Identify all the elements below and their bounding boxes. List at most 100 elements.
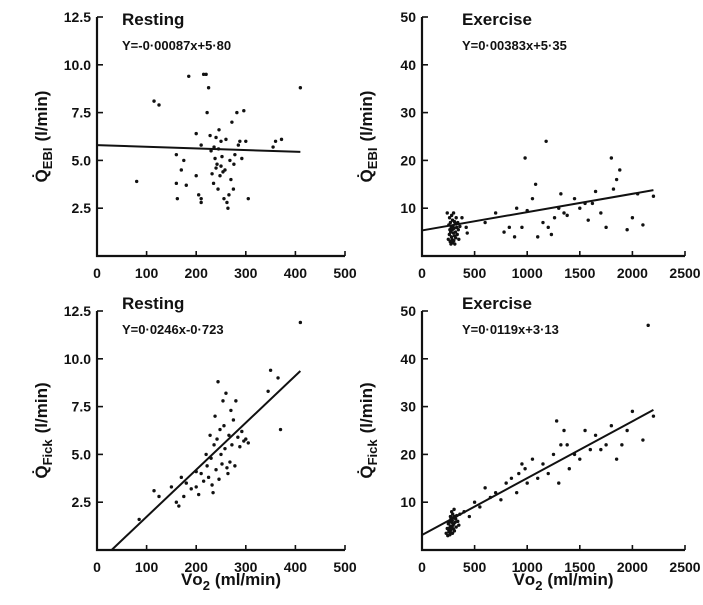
data-point: [194, 485, 198, 489]
data-point: [651, 194, 656, 198]
data-point: [225, 200, 229, 205]
data-point: [206, 86, 211, 90]
data-point: [583, 428, 587, 433]
y-tick-label: 20: [400, 446, 416, 462]
y-tick-label: 30: [400, 399, 416, 415]
y-axis-label: Q̇Fick(l/min): [357, 382, 380, 478]
data-point: [593, 189, 598, 194]
data-point: [590, 201, 595, 206]
data-point: [174, 152, 179, 157]
data-point: [525, 481, 529, 485]
data-point: [453, 520, 457, 524]
data-point: [551, 452, 556, 457]
x-tick-label: 300: [234, 265, 258, 281]
data-point: [199, 143, 203, 147]
data-point: [614, 177, 619, 182]
data-point: [240, 429, 244, 434]
data-point: [201, 479, 206, 483]
data-point: [453, 242, 457, 246]
data-point: [488, 495, 493, 500]
panel-3: 0 100 200 300 400 500 2.5 5.0 7.5 10.0 12.5 Resting…: [32, 294, 357, 593]
chart-title: Exercise: [462, 10, 532, 29]
data-point: [196, 492, 201, 497]
data-point: [646, 323, 650, 328]
data-point: [208, 433, 212, 437]
data-point: [205, 464, 209, 468]
data-point: [454, 525, 458, 529]
data-point: [184, 481, 188, 485]
data-point: [234, 399, 238, 403]
data-point: [453, 517, 458, 521]
regression-equation: Y=0·0246x-0·723: [122, 322, 224, 337]
data-point: [169, 485, 174, 489]
data-point: [226, 471, 230, 476]
data-point: [453, 236, 458, 240]
data-point: [230, 443, 234, 447]
data-point: [447, 216, 452, 220]
data-point: [614, 457, 619, 461]
regression-line: [96, 144, 301, 153]
y-tick-label: 7.5: [72, 105, 92, 121]
data-point: [520, 462, 524, 466]
data-point: [449, 213, 454, 218]
data-point: [507, 225, 512, 230]
data-point: [455, 225, 459, 230]
x-tick-label: 200: [185, 559, 209, 575]
data-point: [233, 464, 237, 468]
data-point: [175, 196, 180, 201]
regression-equation: Y=0·00383x+5·35: [462, 38, 567, 53]
data-point: [451, 512, 455, 516]
data-point: [533, 182, 538, 186]
data-point: [216, 147, 221, 151]
data-point: [219, 164, 223, 168]
data-point: [134, 179, 139, 184]
y-tick-label: 20: [400, 152, 416, 168]
data-point: [557, 206, 561, 210]
data-point: [635, 192, 640, 196]
y-tick-label: 10: [400, 494, 416, 510]
data-point: [225, 466, 229, 470]
data-point: [609, 424, 614, 428]
data-point: [217, 477, 221, 481]
data-point: [464, 225, 468, 230]
data-point: [214, 166, 218, 170]
data-point: [562, 211, 566, 215]
data-point: [233, 152, 237, 157]
data-point: [214, 135, 218, 140]
data-point: [452, 529, 457, 533]
data-point: [536, 476, 540, 480]
data-point: [179, 475, 184, 480]
y-tick-label: 10.0: [64, 57, 91, 73]
data-point: [279, 137, 284, 142]
data-point: [238, 445, 242, 449]
data-point: [224, 391, 228, 395]
data-point: [544, 139, 548, 143]
data-point: [504, 481, 508, 485]
data-point: [525, 208, 529, 213]
x-tick-label: 500: [333, 559, 357, 575]
x-tick-label: 1500: [564, 265, 595, 281]
data-point: [223, 446, 227, 451]
data-point: [586, 218, 590, 222]
data-point: [240, 156, 244, 161]
data-point: [499, 498, 503, 502]
data-point: [182, 494, 186, 499]
data-point: [523, 467, 527, 471]
chart-title: Resting: [122, 294, 184, 313]
data-point: [588, 447, 593, 452]
data-point: [448, 230, 453, 234]
data-point: [462, 510, 466, 514]
data-point: [549, 232, 554, 237]
data-point: [213, 414, 217, 418]
data-point: [212, 145, 216, 149]
data-point: [209, 456, 213, 460]
data-point: [599, 447, 603, 452]
data-point: [536, 235, 540, 239]
x-tick-label: 300: [234, 559, 258, 575]
x-tick-label: 100: [135, 559, 159, 575]
data-point: [455, 513, 459, 518]
x-tick-label: 0: [418, 265, 426, 281]
data-point: [213, 156, 217, 161]
x-tick-label: 2500: [669, 559, 700, 575]
data-point: [222, 424, 226, 428]
